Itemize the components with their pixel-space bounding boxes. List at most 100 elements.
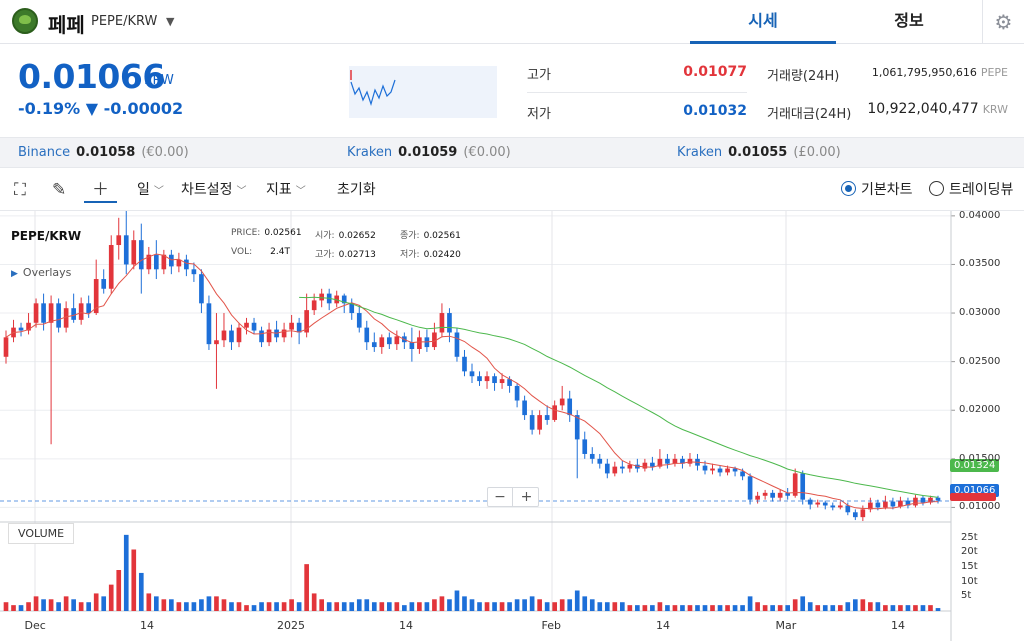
volume-bar [26, 602, 31, 611]
volume-bar [319, 599, 325, 611]
candle-body [281, 329, 287, 338]
high-value: 0.02713 [338, 250, 376, 260]
volume-bar [334, 602, 340, 611]
amount-24h: 10,922,040,477 KRW [852, 101, 1008, 117]
volume-bar [48, 599, 54, 611]
candle-body [206, 303, 212, 345]
volume-bar [514, 599, 520, 611]
candle-body [559, 398, 565, 406]
volume-bar [191, 602, 197, 611]
exchange-name: Kraken [677, 145, 723, 160]
header: 페페 PEPE/KRW ▼ 시세 정보 ⚙ [0, 0, 1024, 44]
volume-bar [597, 602, 603, 611]
volume-bar [755, 602, 760, 611]
x-axis-label: Dec [24, 619, 46, 632]
exchange-prices-bar: Binance 0.01058 (€0.00) Kraken 0.01059 (€0.0… [0, 137, 1024, 168]
candle-body [905, 500, 911, 506]
volume-bar [221, 599, 227, 611]
candle-body [830, 505, 836, 508]
volume-bar [492, 602, 497, 611]
vol-label: VOL: [231, 247, 253, 257]
candle-body [717, 468, 723, 473]
ohlc-open: 시가: 0.02652 [315, 228, 376, 241]
candle-body [845, 505, 851, 513]
gear-icon[interactable]: ⚙ [982, 0, 1024, 44]
triangle-right-icon: ▶ [11, 269, 18, 279]
volume-bar [695, 605, 700, 611]
volume-bar [522, 599, 527, 611]
candle-body [747, 476, 753, 500]
tradingview-radio[interactable]: 트레이딩뷰 [929, 177, 1013, 203]
candle-body [116, 235, 122, 246]
low-label: 저가 [527, 107, 551, 122]
volume-bar [364, 599, 370, 611]
price-chart[interactable]: PEPE/KRW ▶ Overlays PRICE: 0.02561 시가: 0.02… [0, 210, 1024, 641]
interval-select[interactable]: 일 ﹀ [137, 177, 164, 203]
volume-bar [920, 605, 926, 611]
candle-body [567, 398, 573, 416]
basic-chart-radio[interactable]: 기본차트 [841, 177, 913, 203]
candle-body [589, 453, 595, 459]
volume-24h-value: 1,061,795,950,616 [871, 66, 977, 79]
candlestick-chart[interactable] [0, 211, 1024, 641]
volume-bar [875, 602, 881, 611]
x-axis-label: 14 [656, 619, 670, 632]
candle-body [432, 332, 437, 348]
candle-body [492, 376, 497, 384]
x-axis-label: Mar [775, 619, 797, 632]
candle-body [71, 308, 76, 320]
volume-bar [484, 602, 490, 611]
volume-bar [341, 602, 347, 611]
indicators-menu[interactable]: 지표 ﹀ [266, 177, 306, 203]
overlays-toggle[interactable]: ▶ Overlays [11, 266, 71, 279]
candle-body [672, 458, 678, 464]
reset-button[interactable]: 초기화 [337, 182, 376, 198]
candle-body [665, 458, 670, 464]
candle-body [296, 322, 302, 333]
crosshair-icon[interactable]: ＋ [84, 177, 117, 203]
volume-bar [3, 602, 9, 611]
volume-bar [176, 602, 182, 611]
y-axis-label: 0.01000 [959, 501, 1001, 513]
low-value: 0.01032 [683, 103, 747, 119]
candle-body [131, 240, 137, 265]
pencil-icon[interactable]: ✎ [52, 180, 67, 200]
candle-body [890, 501, 896, 507]
tab-quote[interactable]: 시세 [690, 0, 836, 44]
fullscreen-icon[interactable]: ⛶ [14, 180, 26, 200]
open-value: 0.02652 [338, 231, 376, 241]
exchange-binance[interactable]: Binance 0.01058 (€0.00) [18, 145, 189, 160]
candle-body [544, 415, 550, 420]
candle-body [552, 405, 558, 420]
chart-settings-label: 차트설정 [181, 182, 233, 198]
radio-checked-icon [841, 181, 856, 196]
pair-selector[interactable]: PEPE/KRW [91, 14, 158, 29]
candle-body [499, 379, 505, 384]
chevron-down-icon[interactable]: ▼ [166, 15, 175, 28]
exchange-kraken-gbp[interactable]: Kraken 0.01055 (£0.00) [677, 145, 841, 160]
candle-body [417, 337, 422, 350]
candle-body [244, 322, 249, 328]
volume-bar [229, 602, 234, 611]
candle-body [514, 385, 520, 401]
exchange-kraken-eur[interactable]: Kraken 0.01059 (€0.00) [347, 145, 511, 160]
volume-bar [417, 602, 422, 611]
volume-bar [792, 599, 798, 611]
volume-bar [777, 605, 783, 611]
candle-body [341, 295, 347, 304]
candle-body [770, 492, 775, 498]
volume-bar [905, 605, 911, 611]
zoom-out-button[interactable]: − [488, 488, 513, 506]
volume-bar [266, 602, 272, 611]
tab-info[interactable]: 정보 [894, 11, 924, 30]
volume-bar [379, 602, 385, 611]
volume-axis-label: 10t [961, 575, 978, 587]
candle-body [214, 340, 219, 345]
divider [527, 92, 747, 93]
chart-settings-menu[interactable]: 차트설정 ﹀ [181, 177, 247, 203]
volume-bar [725, 605, 730, 611]
volume-bar [101, 596, 107, 611]
candle-body [364, 327, 370, 343]
zoom-in-button[interactable]: + [520, 489, 533, 505]
candle-body [199, 274, 204, 304]
